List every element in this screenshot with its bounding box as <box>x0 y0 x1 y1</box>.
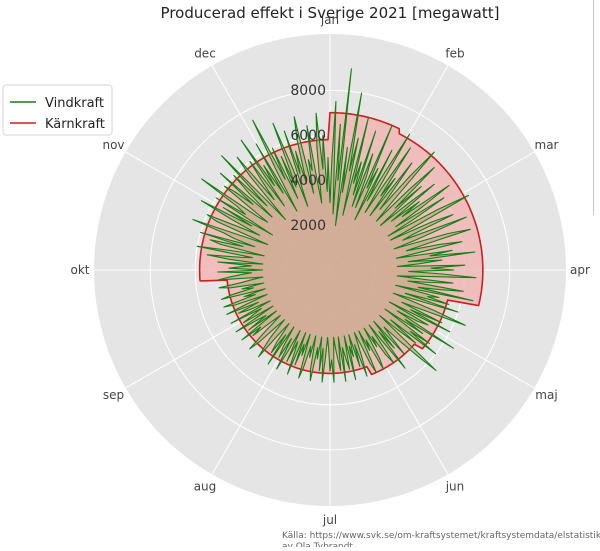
source-note: Källa: https://www.svk.se/om-kraftsystem… <box>282 531 600 547</box>
source-line: Källa: https://www.svk.se/om-kraftsystem… <box>282 531 600 541</box>
month-label-okt: okt <box>71 263 90 277</box>
series-vindkraft <box>192 68 477 383</box>
source-line: av Ola Tybrandt <box>282 542 353 547</box>
legend-nuclear-label: Kärnkraft <box>45 117 105 132</box>
window-edge <box>593 0 600 215</box>
month-label-mar: mar <box>535 138 559 152</box>
chart-title: Producerad effekt i Sverige 2021 [megawa… <box>161 4 500 22</box>
month-label-feb: feb <box>445 47 464 61</box>
month-label-aug: aug <box>194 480 217 494</box>
month-label-jul: jul <box>322 513 337 527</box>
month-label-maj: maj <box>535 388 557 402</box>
month-label-dec: dec <box>194 47 216 61</box>
r-tick-label: 6000 <box>290 128 326 144</box>
month-label-nov: nov <box>102 138 124 152</box>
month-label-apr: apr <box>570 263 590 277</box>
month-label-jun: jun <box>445 480 465 494</box>
r-tick-label: 4000 <box>290 173 326 189</box>
legend: Vindkraft Kärnkraft <box>2 84 113 136</box>
legend-wind-label: Vindkraft <box>45 96 104 111</box>
month-label-jan: jan <box>320 13 339 27</box>
month-label-sep: sep <box>103 388 124 402</box>
r-tick-label: 8000 <box>290 83 326 99</box>
r-tick-label: 2000 <box>290 218 326 234</box>
